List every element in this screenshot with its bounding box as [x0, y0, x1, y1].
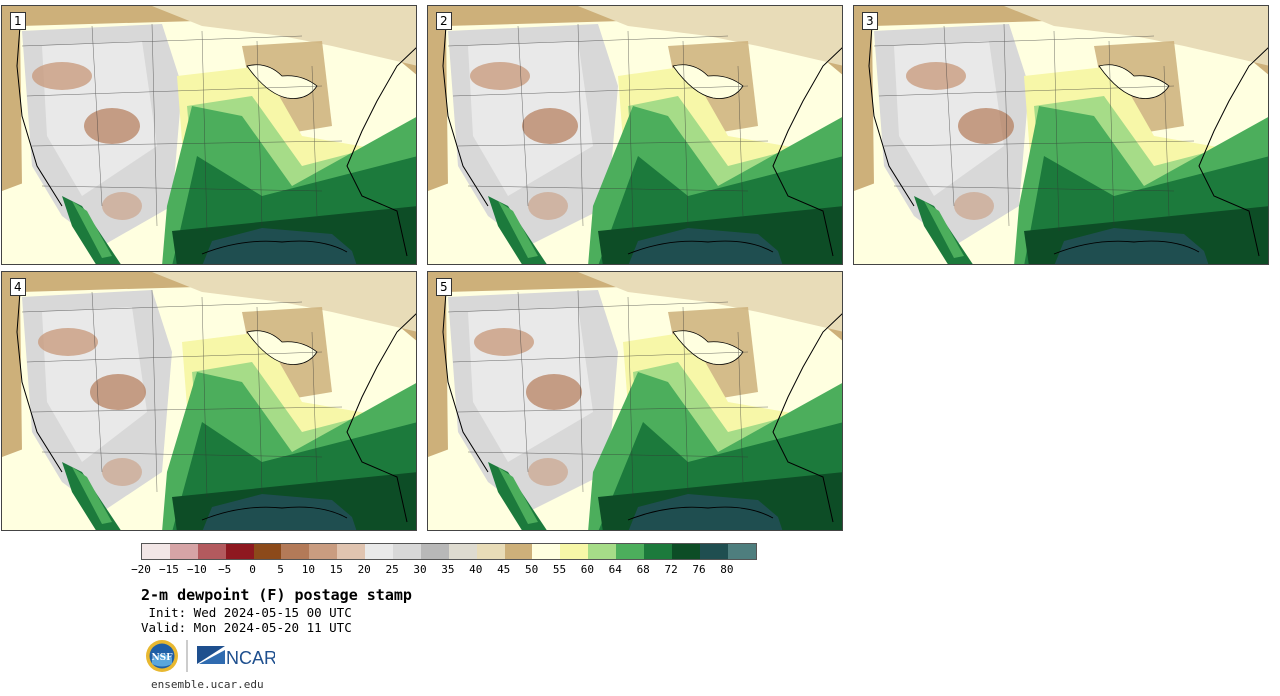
colorbar-tick-label: 40: [469, 563, 483, 576]
colorbar-swatch: [560, 544, 589, 559]
nsf-logo: NSF: [146, 640, 178, 672]
colorbar-tick-label: −15: [158, 563, 179, 576]
ncar-logo: NCAR: [197, 646, 277, 668]
init-time: Init: Wed 2024-05-15 00 UTC: [141, 605, 352, 620]
map-panel-5: 5: [427, 271, 843, 531]
colorbar-swatch: [197, 544, 226, 559]
map-panel-4: 4: [1, 271, 417, 531]
colorbar-swatch: [253, 544, 282, 559]
map-panel-3: 3: [853, 5, 1269, 265]
colorbar-tick-label: 10: [301, 563, 316, 576]
colorbar-tick-label: 15: [329, 563, 343, 576]
map-panel-2: 2: [427, 5, 843, 265]
colorbar-swatch: [727, 544, 756, 559]
colorbar-swatch: [337, 544, 366, 559]
colorbar-tick-label: 68: [636, 563, 650, 576]
colorbar-tick-label: 55: [552, 563, 567, 576]
map-panel-1: 1: [1, 5, 417, 265]
colorbar-tick-label: −10: [186, 563, 207, 576]
colorbar-tick-label: 50: [524, 563, 539, 576]
colorbar-tick-label: −20: [131, 563, 151, 576]
colorbar-swatch: [393, 544, 421, 559]
colorbar-tick-label: 35: [441, 563, 455, 576]
colorbar-swatch: [616, 544, 645, 559]
colorbar-swatch: [588, 544, 617, 559]
colorbar-swatch: [699, 544, 728, 559]
colorbar-tick-label: 30: [413, 563, 427, 576]
colorbar-tick-label: 25: [385, 563, 399, 576]
panel-number: 4: [10, 278, 26, 296]
dewpoint-map: [428, 6, 842, 264]
colorbar-tick-label: 76: [692, 563, 706, 576]
valid-time: Valid: Mon 2024-05-20 11 UTC: [141, 620, 352, 635]
colorbar-swatch: [365, 544, 394, 559]
colorbar-swatch: [420, 544, 449, 559]
svg-text:NSF: NSF: [151, 653, 173, 663]
colorbar-swatch: [532, 544, 561, 559]
colorbar-tick-label: 72: [664, 563, 678, 576]
page-title: 2-m dewpoint (F) postage stamp: [141, 586, 412, 604]
colorbar-tick-label: 0: [249, 563, 256, 576]
colorbar-tick-label: 45: [497, 563, 511, 576]
panel-number: 2: [436, 12, 452, 30]
colorbar-swatch: [225, 544, 254, 559]
colorbar-tick-label: 60: [580, 563, 595, 576]
colorbar-tick-label: 5: [277, 563, 284, 576]
colorbar-swatch: [671, 544, 700, 559]
panel-number: 1: [10, 12, 26, 30]
site-url: ensemble.ucar.edu: [151, 678, 264, 691]
svg-text:NCAR: NCAR: [226, 648, 275, 668]
colorbar: [141, 543, 757, 560]
dewpoint-map: [2, 272, 416, 530]
panel-number: 5: [436, 278, 452, 296]
colorbar-tick-labels: −20 −15 −10 −5 0 5 10 15 20 25 30 35 40 45 50 55 60 64 68 7…: [131, 563, 761, 577]
colorbar-tick-label: −5: [218, 563, 232, 576]
colorbar-tick-label: 20: [357, 563, 371, 576]
colorbar-swatch: [281, 544, 310, 559]
dewpoint-map: [428, 272, 842, 530]
colorbar-swatch: [142, 544, 170, 559]
panel-number: 3: [862, 12, 878, 30]
logos: NSF NCAR: [145, 638, 277, 674]
colorbar-swatch: [309, 544, 338, 559]
colorbar-swatch: [644, 544, 672, 559]
colorbar-swatch: [448, 544, 477, 559]
colorbar-tick-label: 64: [608, 563, 622, 576]
colorbar-swatch: [504, 544, 533, 559]
colorbar-swatch: [169, 544, 198, 559]
colorbar-tick-label: 80: [720, 563, 734, 576]
colorbar-swatch: [476, 544, 505, 559]
dewpoint-map: [854, 6, 1268, 264]
dewpoint-map: [2, 6, 416, 264]
